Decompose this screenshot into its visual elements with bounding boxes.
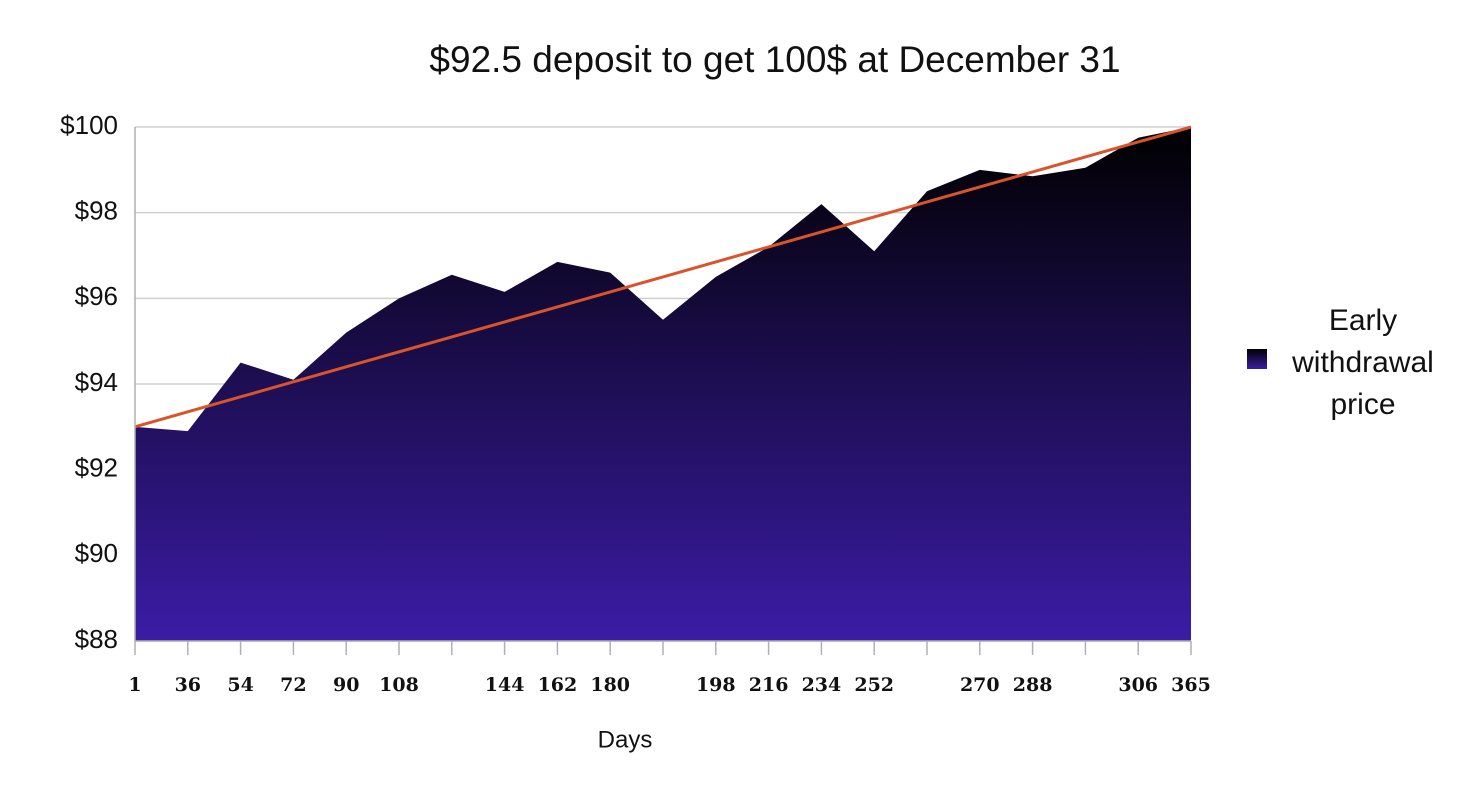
chart-title: $92.5 deposit to get 100$ at December 31 — [429, 39, 1120, 80]
x-axis-label: Days — [598, 726, 653, 753]
x-tick-label: 234 — [802, 674, 842, 696]
area — [135, 127, 1191, 641]
x-tick-label: 252 — [854, 674, 894, 696]
line — [134, 125, 1192, 429]
x-tick-label: 108 — [379, 674, 419, 696]
x-tick-label: 144 — [485, 674, 525, 696]
legend-swatch — [1247, 349, 1267, 369]
x-tick-label: 72 — [280, 674, 306, 696]
x-tick-label: 306 — [1118, 674, 1158, 696]
legend-label: Early withdrawal price — [1292, 304, 1434, 421]
x-tick-label: 288 — [1013, 674, 1053, 696]
x-tick-label: 270 — [960, 674, 1000, 696]
y-tick-label: $100 — [60, 110, 118, 140]
x-tick-label: 90 — [333, 674, 359, 696]
x-tick-label: 1 — [128, 674, 141, 696]
x-tick-label: 162 — [538, 674, 578, 696]
y-tick-label: $96 — [75, 281, 118, 311]
y-tick-label: $98 — [75, 196, 118, 226]
y-tick-label: $94 — [75, 367, 118, 397]
x-tick-label: 180 — [590, 674, 630, 696]
x-tick-label: 36 — [175, 674, 201, 696]
y-tick-label: $90 — [75, 538, 118, 568]
x-tick-label: 198 — [696, 674, 736, 696]
x-tick-label: 54 — [227, 674, 253, 696]
y-tick-label: $88 — [75, 624, 118, 654]
x-tick-label: 365 — [1171, 674, 1211, 696]
x-tick-label: 216 — [749, 674, 789, 696]
y-tick-label: $92 — [75, 453, 118, 483]
